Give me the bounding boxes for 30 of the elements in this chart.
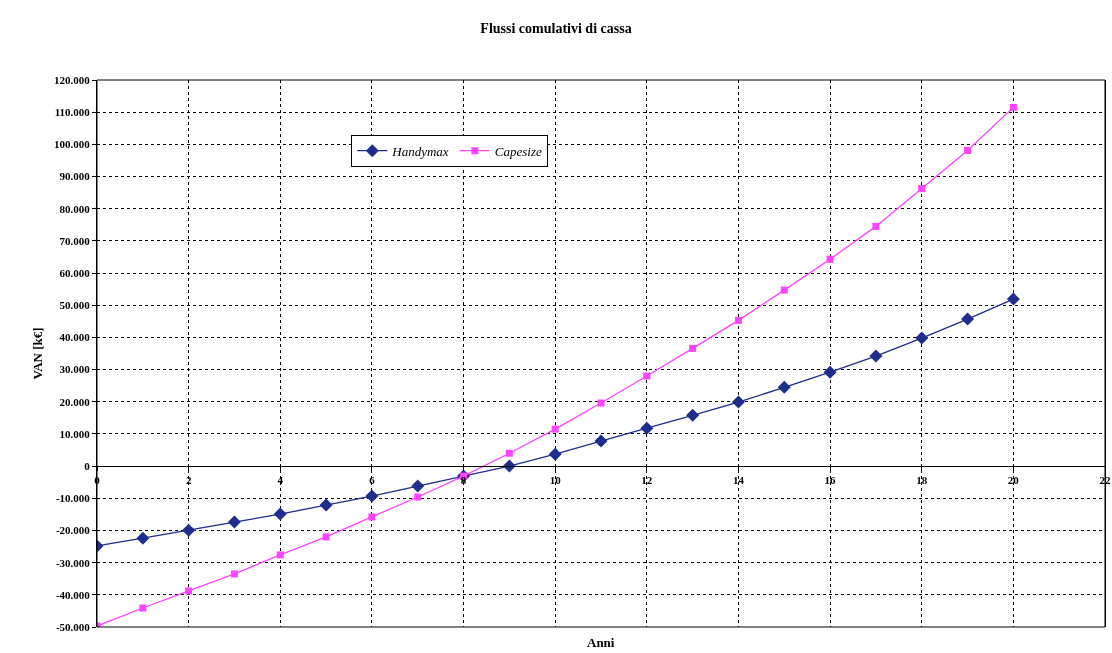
legend-label: Handymax — [391, 143, 449, 159]
x-tick-label: 20 — [1007, 474, 1020, 487]
y-tick-label: 0 — [84, 459, 91, 472]
y-tick-label: -30.000 — [55, 556, 91, 569]
legend-label: Capesize — [494, 143, 543, 159]
y-tick-label: 50.000 — [59, 299, 91, 312]
y-tick-label: -50.000 — [55, 620, 91, 633]
x-tick-label: 18 — [916, 474, 928, 487]
y-tick-label: -40.000 — [55, 588, 91, 601]
y-tick-label: 20.000 — [59, 395, 91, 408]
x-axis-title: Anni — [587, 635, 615, 650]
chart-title: Flussi comulativi di cassa — [480, 20, 632, 36]
y-tick-label: -20.000 — [55, 524, 91, 537]
y-tick-label: 40.000 — [59, 331, 91, 344]
x-tick-label: 14 — [732, 474, 745, 487]
y-tick-label: 110.000 — [54, 106, 91, 119]
y-tick-label: 30.000 — [59, 363, 91, 376]
y-tick-label: 70.000 — [59, 234, 91, 247]
x-tick-label: 12 — [641, 474, 653, 487]
y-tick-label: 100.000 — [54, 138, 91, 151]
y-tick-label: 60.000 — [59, 266, 91, 279]
y-tick-label: 90.000 — [59, 170, 91, 183]
y-tick-label: 80.000 — [59, 202, 91, 215]
x-tick-label: 16 — [824, 474, 837, 487]
y-axis-title: VAN [k€] — [30, 327, 45, 380]
x-tick-label: 10 — [549, 474, 562, 487]
y-tick-label: 10.000 — [59, 427, 91, 440]
y-tick-label: 120.000 — [54, 73, 91, 86]
x-tick-label: 8 — [460, 474, 467, 487]
y-tick-label: -10.000 — [55, 492, 91, 505]
